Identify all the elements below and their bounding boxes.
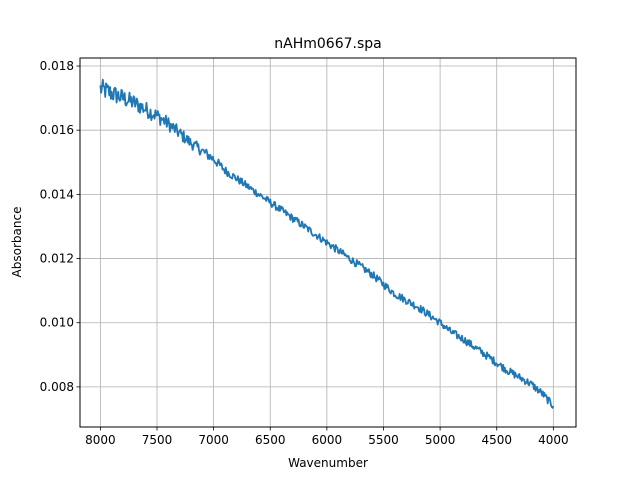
x-tick-label: 5500 bbox=[368, 433, 399, 447]
x-tick-label: 4500 bbox=[481, 433, 512, 447]
y-tick-label: 0.012 bbox=[40, 252, 74, 266]
y-tick-label: 0.008 bbox=[40, 380, 74, 394]
grid-layer bbox=[80, 58, 576, 427]
x-tick-label: 7500 bbox=[142, 433, 173, 447]
chart-title: nAHm0667.spa bbox=[274, 36, 381, 52]
x-axis-label: Wavenumber bbox=[288, 456, 368, 470]
y-axis-label: Absorbance bbox=[10, 207, 24, 278]
x-tick-label: 4000 bbox=[538, 433, 569, 447]
x-tick-label: 7000 bbox=[198, 433, 229, 447]
x-tick-label: 5000 bbox=[425, 433, 456, 447]
y-tick-label: 0.018 bbox=[40, 59, 74, 73]
y-tick-label: 0.016 bbox=[40, 123, 74, 137]
series-line bbox=[99, 78, 555, 409]
x-tick-label: 6000 bbox=[312, 433, 343, 447]
y-tick-label: 0.010 bbox=[40, 316, 74, 330]
y-tick-label: 0.014 bbox=[40, 187, 74, 201]
x-tick-label: 8000 bbox=[85, 433, 116, 447]
axes-frame bbox=[79, 57, 577, 428]
plot-layer bbox=[99, 78, 555, 409]
tick-layer: 8000 7500 7000 6500 6000 5500 5000 4500 4000 0.00… bbox=[40, 59, 569, 447]
x-tick-label: 6500 bbox=[255, 433, 286, 447]
